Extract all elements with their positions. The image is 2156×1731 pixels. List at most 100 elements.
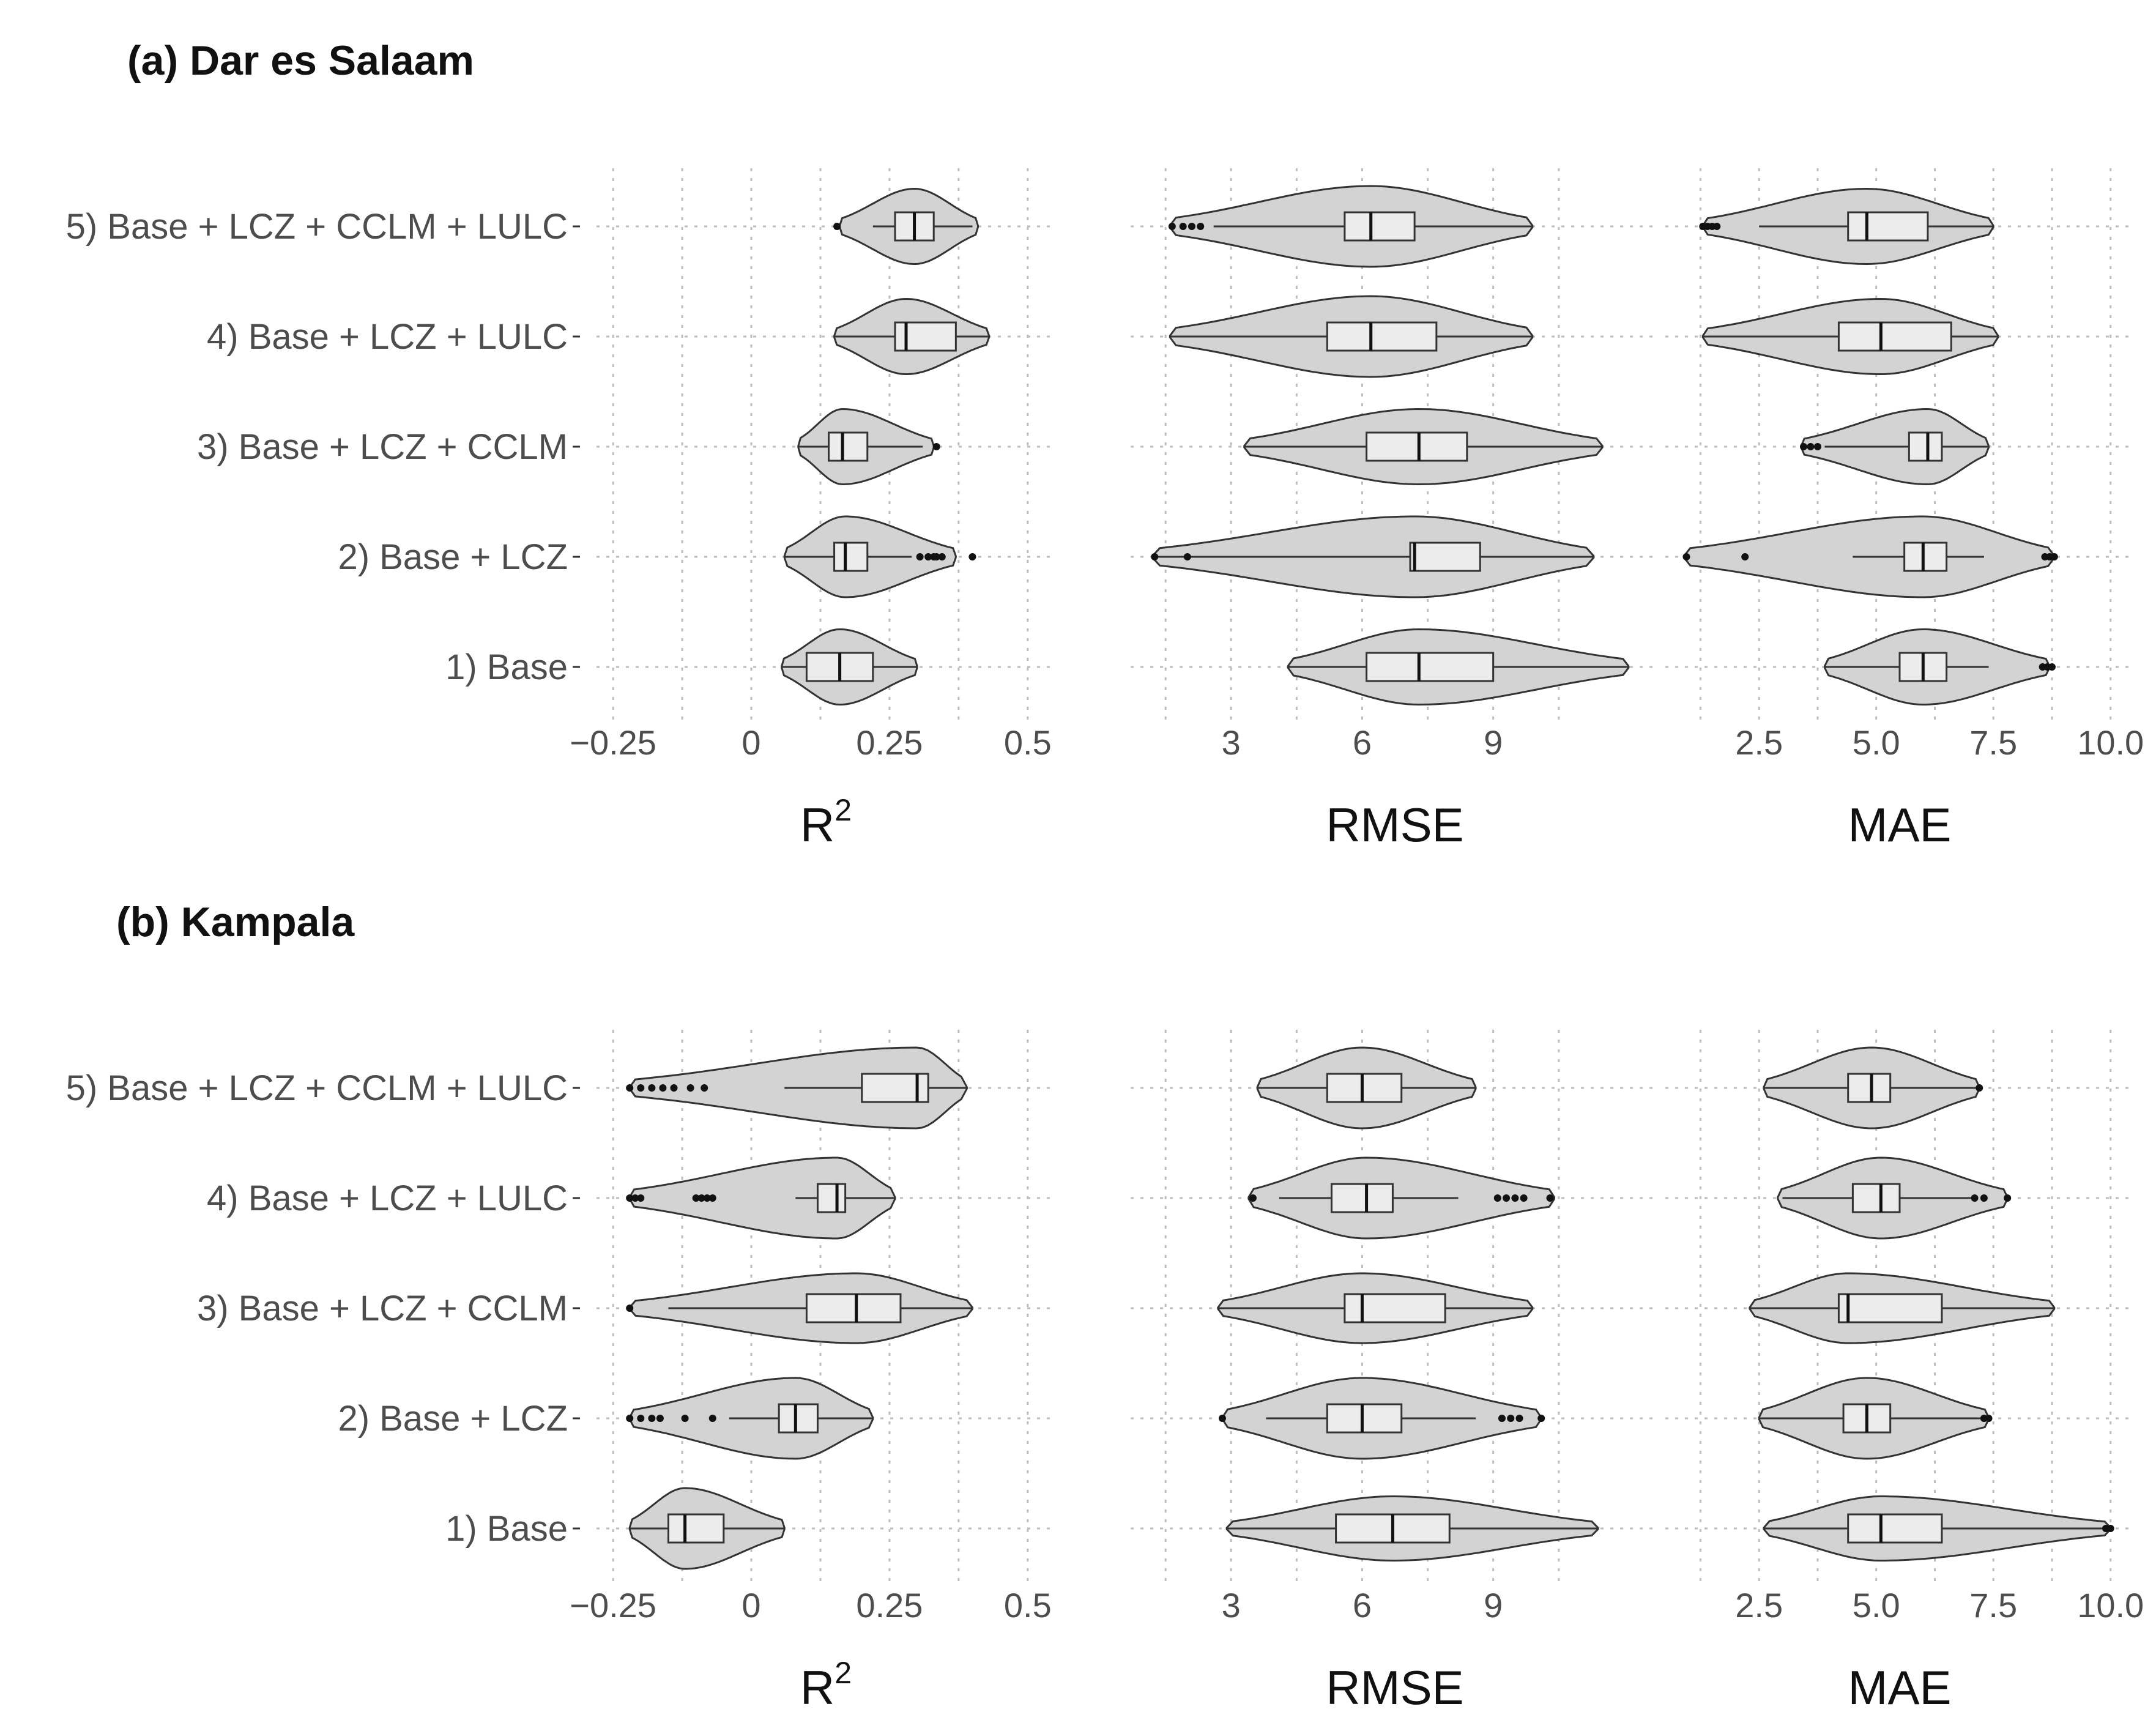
outlier-point <box>626 1305 634 1312</box>
box <box>894 321 957 352</box>
outlier-point <box>1503 1194 1511 1202</box>
x-axis-title: RMSE <box>1326 1661 1463 1714</box>
row-label: 3) Base + LCZ + CCLM <box>197 427 568 467</box>
violin-group <box>1758 1377 1993 1460</box>
x-axis-title: RMSE <box>1326 798 1463 852</box>
violin-group <box>1777 1156 2012 1240</box>
box <box>1847 1513 1943 1544</box>
outlier-point <box>932 443 940 450</box>
box <box>1847 1073 1892 1103</box>
outlier-point <box>1985 1415 1993 1422</box>
box <box>1344 211 1416 242</box>
x-tick-label: 0.25 <box>856 723 923 762</box>
x-axis-title: R2 <box>800 1656 852 1714</box>
outlier-point <box>631 1194 639 1202</box>
outlier-point <box>1976 1084 1983 1092</box>
row-label: 3) Base + LCZ + CCLM <box>197 1289 568 1328</box>
box <box>1847 211 1929 242</box>
outlier-point <box>626 1415 634 1422</box>
box <box>1344 1293 1446 1323</box>
x-tick-label: 10.0 <box>2077 723 2144 762</box>
outlier-point <box>1151 553 1159 560</box>
figure-a: 5) Base + LCZ + CCLM + LULC 4) Base + LCZ… <box>66 168 2144 852</box>
outlier-point <box>686 1084 694 1092</box>
x-tick-label: −0.25 <box>570 723 656 762</box>
violin-group <box>833 188 979 265</box>
x-axis-title-superscript: 2 <box>835 1656 852 1690</box>
x-tick-label: 5.0 <box>1853 723 1900 762</box>
outlier-point <box>708 1415 716 1422</box>
violin-group <box>797 408 940 486</box>
outlier-point <box>932 553 940 560</box>
violin-group <box>1763 1046 1983 1130</box>
outlier-point <box>1546 1194 1554 1202</box>
violin-group <box>1225 1495 1599 1562</box>
outlier-point <box>1511 1194 1519 1202</box>
violin-group <box>1169 295 1534 378</box>
x-axis-title-text: RMSE <box>1326 1661 1463 1714</box>
outlier-point <box>916 553 924 560</box>
violin-group <box>1823 628 2056 705</box>
panel-a-title: (a) Dar es Salaam <box>127 37 474 84</box>
row-label: 4) Base + LCZ + LULC <box>207 317 568 357</box>
outlier-point <box>1493 1194 1501 1202</box>
x-tick-label: 0.25 <box>856 1586 923 1625</box>
x-axis-title-superscript: 2 <box>835 793 852 827</box>
outlier-point <box>692 1194 700 1202</box>
box <box>1903 542 1948 572</box>
outlier-point <box>1168 223 1176 230</box>
outlier-point <box>1515 1415 1523 1422</box>
outlier-point <box>681 1415 689 1422</box>
outlier-point <box>626 1084 634 1092</box>
box <box>1837 321 1952 352</box>
x-tick-label: 2.5 <box>1735 1586 1783 1625</box>
outlier-point <box>648 1084 656 1092</box>
row-label: 4) Base + LCZ + LULC <box>207 1178 568 1218</box>
box <box>1409 542 1481 572</box>
box <box>1366 652 1495 682</box>
box <box>1326 1403 1403 1434</box>
box <box>1851 1183 1901 1213</box>
outlier-point <box>1971 1194 1979 1202</box>
panel-mae: 2.5 5.0 7.5 10.0 MAE <box>1665 1030 2144 1714</box>
box <box>1326 321 1438 352</box>
x-tick-label: −0.25 <box>570 1586 656 1625</box>
violin-group <box>1287 628 1630 706</box>
violin-group <box>1701 297 1999 376</box>
row-label: 2) Base + LCZ <box>338 1399 568 1439</box>
row-label: 5) Base + LCZ + CCLM + LULC <box>66 207 568 247</box>
x-tick-label: 10.0 <box>2077 1586 2144 1625</box>
violin-group <box>1749 1272 2056 1344</box>
outlier-point <box>833 223 841 230</box>
outlier-point <box>1498 1415 1506 1422</box>
row-label: 5) Base + LCZ + CCLM + LULC <box>66 1068 568 1108</box>
panel-rmse: 3 6 9 RMSE <box>1131 168 1659 852</box>
row-label: 2) Base + LCZ <box>338 537 568 577</box>
box <box>1908 431 1943 462</box>
violin-group <box>1682 515 2058 598</box>
x-tick-label: 3 <box>1222 723 1241 762</box>
outlier-point <box>1799 443 1807 450</box>
x-tick-label: 0 <box>742 723 760 762</box>
x-axis-title-text: R <box>800 798 835 852</box>
box <box>778 1403 819 1434</box>
outlier-point <box>670 1084 678 1092</box>
x-tick-label: 0.5 <box>1004 723 1052 762</box>
violin-group <box>781 628 918 706</box>
violin <box>628 1156 896 1240</box>
x-axis-title-text: MAE <box>1848 798 1951 852</box>
violin-group <box>783 515 976 598</box>
x-tick-label: 5.0 <box>1853 1586 1900 1625</box>
x-tick-label: 0.5 <box>1004 1586 1052 1625</box>
x-tick-label: 2.5 <box>1735 723 1783 762</box>
outlier-point <box>1188 223 1195 230</box>
outlier-point <box>659 1084 667 1092</box>
violin-group <box>626 1272 973 1344</box>
violin-group <box>626 1156 896 1240</box>
outlier-point <box>1183 553 1191 560</box>
outlier-point <box>1218 1415 1226 1422</box>
violin-group <box>1151 515 1595 598</box>
violin-group <box>1799 408 1990 486</box>
row-label: 1) Base <box>445 1509 568 1549</box>
